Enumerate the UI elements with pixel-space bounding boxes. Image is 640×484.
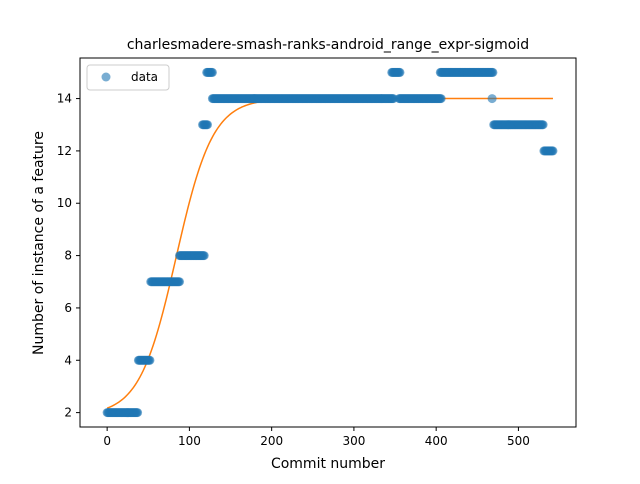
legend-marker	[102, 73, 111, 82]
y-tick-label: 8	[64, 249, 72, 263]
data-point	[200, 251, 209, 260]
x-tick-label: 400	[425, 434, 448, 448]
legend-label: data	[131, 70, 158, 84]
data-point	[203, 120, 212, 129]
x-tick-label: 0	[103, 434, 111, 448]
x-tick-label: 100	[178, 434, 201, 448]
y-tick-label: 6	[64, 301, 72, 315]
data-point	[539, 120, 548, 129]
data-point	[548, 146, 557, 155]
x-axis-label: Commit number	[271, 456, 385, 472]
y-tick-label: 14	[57, 92, 72, 106]
data-point	[488, 68, 497, 77]
data-point	[175, 277, 184, 286]
data-point	[145, 356, 154, 365]
data-point	[488, 94, 497, 103]
y-tick-label: 10	[57, 196, 72, 210]
data-point	[208, 68, 217, 77]
x-tick-label: 200	[260, 434, 283, 448]
chart-title: charlesmadere-smash-ranks-android_range_…	[127, 37, 529, 53]
y-tick-label: 2	[64, 406, 72, 420]
data-point	[395, 68, 404, 77]
data-point	[437, 94, 446, 103]
x-tick-label: 300	[342, 434, 365, 448]
data-point	[133, 408, 142, 417]
y-axis-label: Number of instance of a feature	[31, 131, 47, 355]
y-tick-label: 12	[57, 144, 72, 158]
x-tick-label: 500	[507, 434, 530, 448]
legend: data	[87, 65, 169, 90]
y-tick-label: 4	[64, 353, 72, 367]
